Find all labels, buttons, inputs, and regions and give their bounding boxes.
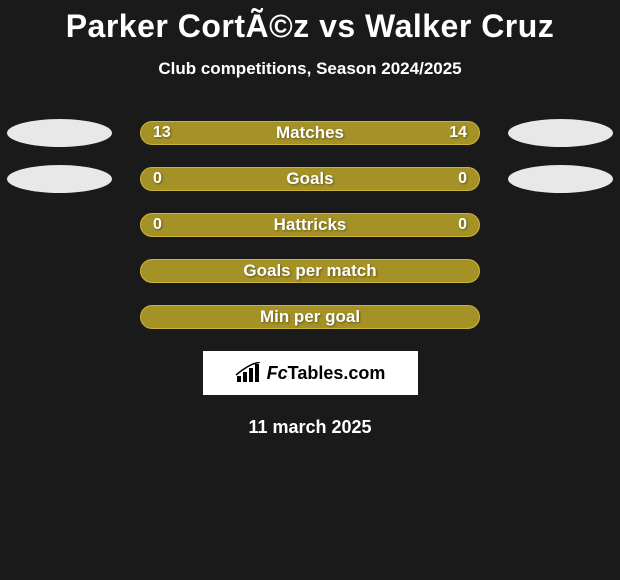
stat-bar: 0 Hattricks 0 (140, 213, 480, 237)
page-title: Parker CortÃ©z vs Walker Cruz (66, 8, 555, 45)
stat-row: Min per goal (0, 305, 620, 329)
page-subtitle: Club competitions, Season 2024/2025 (158, 59, 461, 79)
stat-value-right: 0 (458, 170, 467, 188)
logo-text: FcTables.com (267, 363, 386, 384)
stat-bar: Goals per match (140, 259, 480, 283)
stat-bar: 0 Goals 0 (140, 167, 480, 191)
stat-value-left: 13 (153, 124, 171, 142)
stats-area: 13 Matches 14 0 Goals 0 0 Hattricks 0 Goals per m… (0, 121, 620, 329)
chart-icon (235, 362, 261, 384)
stat-row: 13 Matches 14 (0, 121, 620, 145)
player-right-ellipse (508, 119, 613, 147)
stat-row: Goals per match (0, 259, 620, 283)
stat-bar: 13 Matches 14 (140, 121, 480, 145)
main-container: Parker CortÃ©z vs Walker Cruz Club compe… (0, 0, 620, 438)
player-left-ellipse (7, 165, 112, 193)
footer-date: 11 march 2025 (248, 417, 371, 438)
player-right-ellipse (508, 165, 613, 193)
stat-row: 0 Goals 0 (0, 167, 620, 191)
stat-label: Matches (276, 123, 344, 143)
stat-label: Goals per match (243, 261, 376, 281)
logo-prefix: Fc (267, 363, 288, 383)
stat-value-right: 14 (449, 124, 467, 142)
stat-value-right: 0 (458, 216, 467, 234)
stat-value-left: 0 (153, 170, 162, 188)
stat-value-left: 0 (153, 216, 162, 234)
logo-box: FcTables.com (203, 351, 418, 395)
stat-label: Min per goal (260, 307, 360, 327)
stat-row: 0 Hattricks 0 (0, 213, 620, 237)
player-left-ellipse (7, 119, 112, 147)
stat-bar: Min per goal (140, 305, 480, 329)
stat-label: Hattricks (274, 215, 347, 235)
logo-suffix: Tables.com (288, 363, 386, 383)
stat-label: Goals (286, 169, 333, 189)
